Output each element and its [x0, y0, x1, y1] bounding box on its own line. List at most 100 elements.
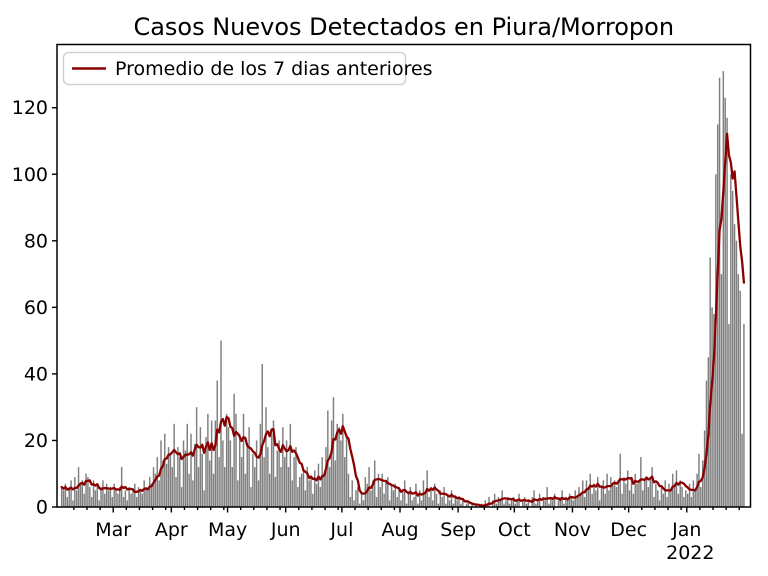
bar-daily-cases — [497, 497, 500, 507]
bar-daily-cases — [730, 174, 732, 507]
bar-daily-cases — [227, 427, 230, 507]
bar-daily-cases — [109, 487, 112, 507]
bar-daily-cases — [600, 487, 603, 507]
bar-daily-cases — [660, 487, 663, 507]
bar-daily-cases — [443, 487, 445, 507]
bar-daily-cases — [107, 490, 110, 507]
bar-daily-cases — [722, 71, 725, 508]
bar-daily-cases — [610, 477, 612, 507]
bar-daily-cases — [89, 487, 91, 507]
bar-daily-cases — [424, 493, 427, 507]
bar-daily-cases — [224, 467, 226, 507]
bar-daily-cases — [261, 363, 263, 507]
bar-daily-cases — [589, 473, 591, 507]
bar-daily-cases — [240, 457, 243, 507]
bar-daily-cases — [711, 307, 713, 507]
bar-daily-cases — [640, 457, 642, 507]
bar-daily-cases — [362, 500, 365, 507]
x-tick-label-month: Apr — [155, 519, 188, 541]
bar-daily-cases — [297, 487, 299, 507]
bar-daily-cases — [623, 477, 625, 507]
bar-daily-cases — [546, 487, 548, 507]
legend-box — [62, 51, 407, 86]
bar-daily-cases — [207, 413, 209, 507]
bar-daily-cases — [417, 503, 419, 507]
bar-daily-cases — [330, 420, 333, 507]
bar-daily-cases — [716, 124, 719, 508]
x-tick-label-month: Nov — [554, 519, 591, 541]
plot-frame — [56, 43, 752, 508]
bar-daily-cases — [195, 407, 198, 507]
bar-daily-cases — [731, 190, 734, 507]
bar-daily-cases — [75, 490, 78, 507]
axis-tick-labels: Mar Apr May Jun Jul Aug Sep Oct Nov Dec Jan 0 20 40 60… — [12, 97, 702, 541]
bar-daily-cases — [636, 483, 638, 507]
bar-daily-cases — [312, 493, 314, 507]
bar-daily-cases — [634, 473, 636, 507]
bar-daily-cases — [606, 473, 608, 507]
bar-daily-cases — [677, 493, 680, 507]
bar-daily-cases — [135, 497, 138, 507]
bar-daily-cases — [336, 423, 338, 507]
bar-daily-cases — [130, 493, 132, 507]
bar-daily-cases — [154, 473, 157, 507]
bar-daily-cases — [402, 490, 404, 507]
bar-daily-cases — [572, 500, 575, 507]
bar-daily-cases — [576, 497, 578, 507]
bar-daily-cases — [465, 503, 468, 507]
x-tick-label-month: Sep — [440, 519, 476, 541]
bar-daily-cases — [298, 477, 301, 507]
bar-daily-cases — [447, 493, 449, 507]
bar-daily-cases — [194, 443, 196, 507]
bar-daily-cases — [537, 500, 539, 507]
bar-daily-cases — [302, 470, 305, 507]
y-tick-label: 100 — [12, 164, 48, 186]
bar-daily-cases — [252, 453, 254, 507]
bar-daily-cases — [255, 440, 258, 507]
bar-daily-cases — [304, 490, 307, 507]
bar-daily-cases — [737, 274, 740, 507]
bar-daily-cases — [156, 457, 159, 507]
bar-daily-cases — [583, 497, 586, 507]
bar-daily-cases — [102, 480, 104, 507]
bar-daily-cases — [604, 493, 606, 507]
bar-daily-cases — [580, 493, 582, 507]
bar-daily-cases — [149, 477, 151, 507]
bar-daily-cases — [488, 497, 490, 507]
bar-daily-cases — [673, 483, 676, 507]
bar-daily-cases — [92, 480, 95, 507]
bar-daily-cases — [105, 483, 108, 507]
y-tick-label: 80 — [24, 230, 48, 252]
bar-daily-cases — [162, 460, 164, 507]
bar-daily-cases — [415, 483, 417, 507]
seven-day-average-line — [60, 132, 746, 507]
bar-daily-cases — [638, 480, 640, 507]
bar-daily-cases — [300, 473, 303, 507]
bar-daily-cases — [179, 457, 181, 507]
bar-daily-cases — [445, 503, 447, 507]
bar-daily-cases — [182, 440, 185, 507]
bar-daily-cases — [595, 490, 597, 507]
bar-daily-cases — [516, 500, 518, 507]
bar-daily-cases — [456, 500, 458, 507]
bar-daily-cases — [388, 500, 391, 507]
bar-daily-cases — [688, 483, 691, 507]
bar-daily-cases — [276, 450, 278, 507]
bar-daily-cases — [285, 440, 288, 507]
bar-daily-cases — [70, 480, 72, 507]
bar-daily-cases — [514, 503, 516, 507]
bar-daily-cases — [649, 477, 651, 507]
bar-daily-cases — [645, 477, 648, 507]
bar-daily-cases — [370, 490, 372, 507]
bar-daily-cases — [158, 480, 160, 507]
bar-daily-cases — [94, 490, 97, 507]
bar-daily-cases — [306, 467, 308, 507]
bar-daily-cases — [458, 497, 460, 507]
bar-daily-cases — [565, 497, 567, 507]
bar-daily-cases — [413, 497, 415, 507]
bar-daily-cases — [225, 413, 228, 507]
bar-daily-cases — [692, 480, 695, 507]
bar-daily-cases — [505, 500, 507, 507]
bar-daily-cases — [392, 490, 395, 507]
